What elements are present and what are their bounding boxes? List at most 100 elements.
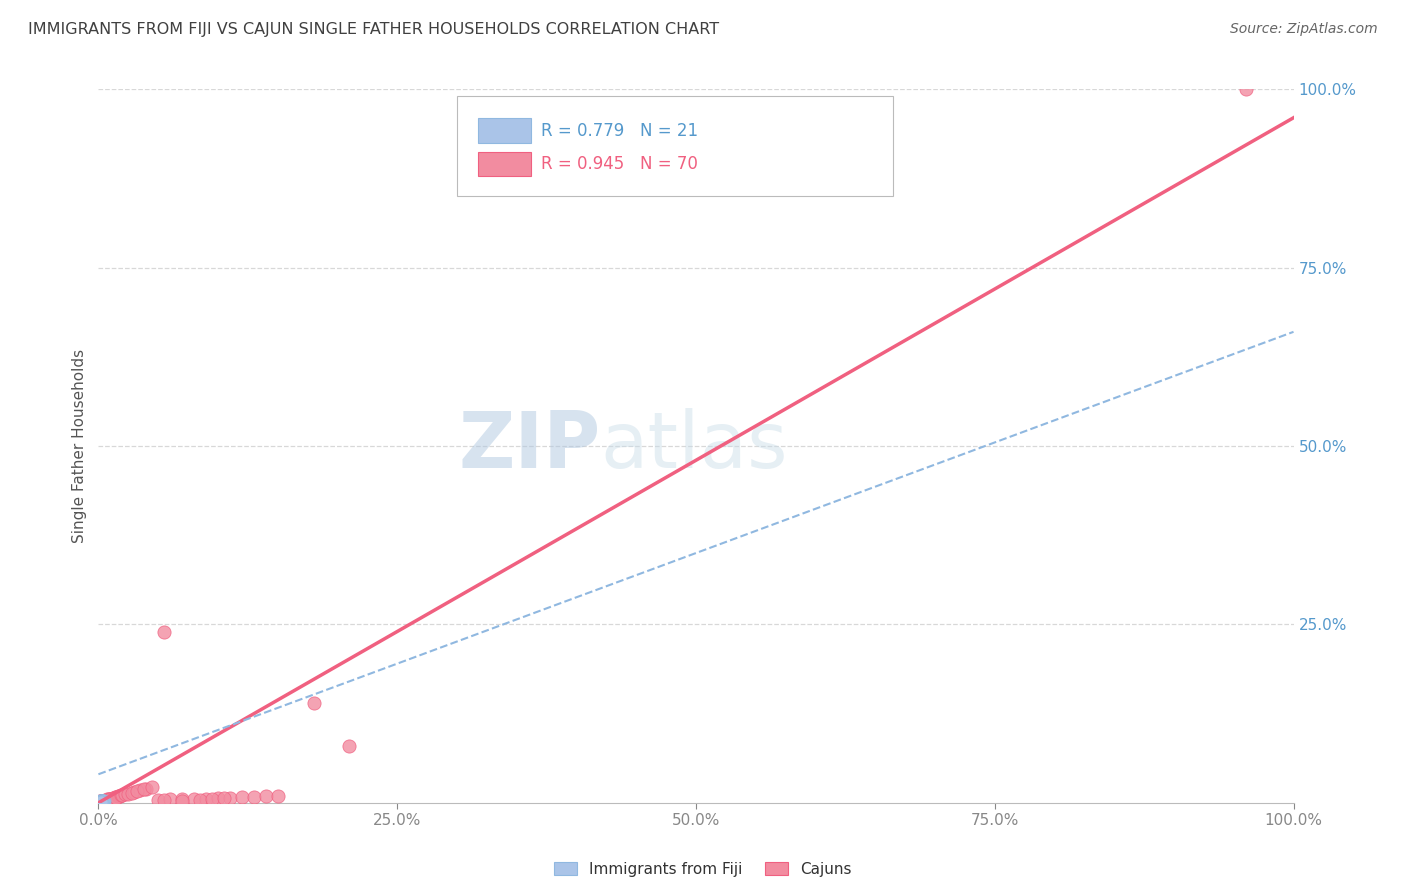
Point [129, 783, 152, 797]
Point [89, 794, 111, 808]
Point [91, 794, 114, 808]
Point [90, 794, 112, 808]
Point [121, 786, 143, 800]
Point [90, 795, 112, 809]
Point [125, 784, 148, 798]
Point [101, 791, 124, 805]
Point [91, 794, 114, 808]
Point [105, 790, 128, 805]
Point [93, 794, 115, 808]
Point [159, 792, 181, 806]
Point [103, 790, 125, 805]
Point [114, 787, 136, 801]
Point [96, 792, 118, 806]
Point [94, 793, 117, 807]
Point [172, 794, 194, 808]
Point [267, 789, 290, 804]
Point [89, 795, 111, 809]
Point [91, 794, 114, 808]
Point [91, 794, 114, 808]
Point [124, 785, 146, 799]
Point [135, 781, 157, 796]
Point [91, 795, 114, 809]
Point [90, 794, 112, 808]
FancyBboxPatch shape [478, 119, 531, 143]
Point [91, 794, 114, 808]
Text: R = 0.945   N = 70: R = 0.945 N = 70 [540, 155, 697, 173]
Point [302, 696, 325, 710]
Text: atlas: atlas [600, 408, 787, 484]
Point [90, 795, 112, 809]
Point [243, 790, 266, 805]
Text: R = 0.779   N = 21: R = 0.779 N = 21 [540, 121, 697, 139]
Point [91, 795, 114, 809]
Point [207, 790, 229, 805]
Point [108, 789, 131, 803]
Point [97, 793, 120, 807]
Point [231, 790, 253, 805]
Point [212, 790, 235, 805]
Point [90, 795, 112, 809]
Point [89, 795, 111, 809]
Point [89, 795, 111, 809]
Point [91, 794, 114, 808]
Point [148, 793, 170, 807]
Point [98, 791, 122, 805]
Point [132, 782, 155, 797]
Point [91, 794, 114, 808]
Point [1234, 82, 1257, 96]
Point [89, 794, 111, 808]
Point [91, 795, 114, 809]
Point [98, 792, 122, 806]
Text: Source: ZipAtlas.com: Source: ZipAtlas.com [1230, 22, 1378, 37]
Point [172, 791, 194, 805]
Point [89, 795, 111, 809]
Point [219, 790, 242, 805]
Point [105, 790, 128, 805]
Point [91, 794, 114, 808]
Point [93, 794, 115, 808]
Point [100, 791, 122, 805]
Text: ZIP: ZIP [458, 408, 600, 484]
Point [91, 795, 114, 809]
Point [96, 793, 118, 807]
Point [91, 794, 114, 808]
Point [339, 739, 360, 753]
Point [91, 795, 114, 809]
Legend: Immigrants from Fiji, Cajuns: Immigrants from Fiji, Cajuns [547, 854, 859, 884]
Point [90, 794, 112, 808]
Point [90, 794, 112, 808]
Point [93, 794, 115, 808]
Point [94, 794, 117, 808]
FancyBboxPatch shape [457, 96, 893, 196]
Point [97, 792, 120, 806]
Point [89, 794, 111, 808]
Point [89, 795, 111, 809]
Point [194, 791, 218, 805]
Point [111, 788, 134, 802]
Point [107, 789, 129, 804]
Point [101, 790, 124, 805]
Point [153, 624, 176, 639]
Point [183, 792, 205, 806]
Point [91, 794, 114, 808]
Point [188, 793, 211, 807]
Point [107, 789, 129, 804]
Point [98, 792, 121, 806]
Point [141, 780, 163, 794]
Point [93, 794, 115, 808]
Point [90, 794, 112, 808]
Point [153, 793, 176, 807]
Text: IMMIGRANTS FROM FIJI VS CAJUN SINGLE FATHER HOUSEHOLDS CORRELATION CHART: IMMIGRANTS FROM FIJI VS CAJUN SINGLE FAT… [28, 22, 720, 37]
Point [90, 795, 112, 809]
Point [117, 787, 139, 801]
Point [254, 789, 277, 804]
FancyBboxPatch shape [478, 152, 531, 177]
Point [104, 790, 127, 805]
Point [110, 788, 132, 802]
Point [89, 795, 111, 809]
Point [89, 795, 111, 809]
Y-axis label: Single Father Households: Single Father Households [72, 349, 87, 543]
Point [201, 791, 224, 805]
Point [91, 794, 114, 808]
